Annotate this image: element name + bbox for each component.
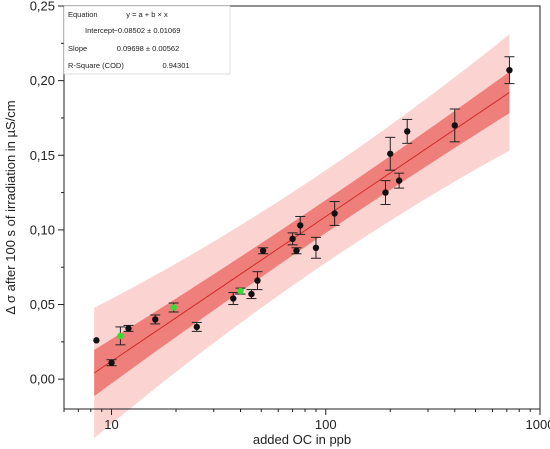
data-point — [331, 210, 338, 217]
x-tick-label: 10 — [104, 417, 118, 432]
stats-box — [63, 5, 231, 75]
data-point — [193, 323, 200, 331]
data-point — [254, 277, 261, 284]
y-tick-label: 0,20 — [30, 73, 55, 88]
stats-row-label: Slope — [68, 44, 87, 53]
data-point — [293, 247, 300, 254]
data-point — [382, 189, 389, 196]
stats-row-value: 0.09698 ± 0.00562 — [117, 44, 180, 53]
data-point — [289, 235, 296, 243]
stats-table: Equation y = a + b × x Intercept −0.08502 ±… — [63, 5, 231, 75]
y-tick-label: 0,00 — [30, 372, 55, 387]
data-point — [404, 128, 411, 135]
data-point — [152, 316, 159, 323]
fit-line-layer — [93, 92, 510, 374]
y-axis-title: Δ σ after 100 s of irradiation in µS/cm — [3, 100, 18, 314]
stats-row-value: y = a + b × x — [126, 10, 168, 19]
data-point — [230, 295, 237, 302]
data-point — [170, 304, 177, 311]
y-tick-label: 0,05 — [30, 297, 55, 312]
data-point — [248, 290, 255, 298]
data-point — [312, 244, 320, 251]
data-point — [237, 287, 244, 295]
data-point — [387, 150, 394, 157]
data-point — [108, 359, 115, 366]
data-point — [93, 337, 100, 344]
data-point — [451, 122, 458, 129]
points-layer — [93, 56, 515, 367]
stats-row-value: −0.08502 ± 0.01069 — [114, 26, 181, 35]
y-tick-label: 0,25 — [30, 0, 55, 14]
x-axis-title: added OC in ppb — [253, 432, 351, 447]
data-point — [506, 66, 513, 74]
fit-line — [93, 92, 510, 374]
stats-row-label: Intercept — [85, 26, 115, 35]
data-point — [259, 247, 267, 254]
stats-row-value: 0.94301 — [162, 61, 189, 70]
plot-frame — [63, 5, 541, 410]
data-point — [125, 325, 132, 332]
stats-row-label: Equation — [68, 10, 98, 19]
y-tick-label: 0,10 — [30, 222, 55, 237]
x-tick-label: 100 — [315, 417, 337, 432]
data-point — [117, 332, 124, 340]
data-point — [297, 222, 304, 229]
bands-layer — [94, 34, 510, 439]
plot-border — [63, 5, 541, 410]
data-point — [395, 177, 403, 184]
stats-row-label: R-Square (COD) — [68, 61, 124, 70]
y-tick-label: 0,15 — [30, 148, 55, 163]
